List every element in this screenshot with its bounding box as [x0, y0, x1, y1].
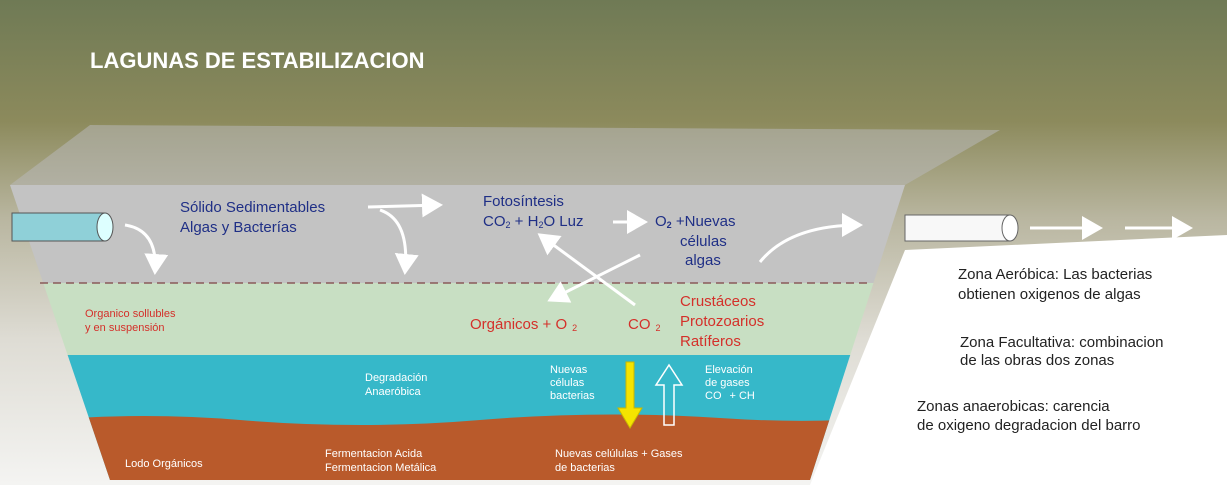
inlet-pipe — [12, 213, 105, 241]
label: Ratíferos — [680, 333, 741, 350]
label: de gases — [705, 377, 750, 389]
text-part: 2 — [656, 323, 661, 333]
text-part: +Nuevas — [672, 213, 736, 230]
formula: CO2 + H2O Luz — [483, 213, 584, 230]
label: Sólido Sedimentables — [180, 199, 325, 216]
label: Crustáceos — [680, 293, 756, 310]
label: Nuevas celúlulas + Gases — [555, 448, 683, 460]
legend-text: obtienen oxigenos de algas — [958, 286, 1141, 303]
label: de bacterias — [555, 462, 615, 474]
label: Nuevas — [550, 364, 588, 376]
sludge-zone — [0, 412, 920, 485]
text-part: O — [655, 213, 667, 230]
label: CO + CH — [705, 390, 755, 402]
legend-text: de oxigeno degradacion del barro — [917, 417, 1141, 434]
label: Elevación — [705, 364, 753, 376]
legend-text: de las obras dos zonas — [960, 352, 1114, 369]
legend-text: Zona Facultativa: combinacion — [960, 334, 1163, 351]
label: Fotosíntesis — [483, 193, 564, 210]
text-part: Orgánicos + O — [470, 316, 567, 333]
label: Fermentacion Acida — [325, 448, 423, 460]
label: Fermentacion Metálica — [325, 462, 437, 474]
label: Algas y Bacterías — [180, 219, 297, 236]
text-part: 2 — [572, 323, 577, 333]
label: bacterias — [550, 390, 595, 402]
arrow — [368, 205, 440, 207]
water-surface — [10, 125, 1000, 185]
outlet-pipe — [905, 215, 1010, 241]
inlet-pipe-end — [97, 213, 113, 241]
label: Lodo Orgánicos — [125, 458, 203, 470]
text-part: + H — [511, 213, 539, 230]
legend-text: Zonas anaerobicas: carencia — [917, 398, 1110, 415]
label: células — [680, 233, 727, 250]
aerobic-zone — [0, 185, 920, 283]
text-part: CO — [628, 316, 651, 333]
text-part: CO — [483, 213, 506, 230]
text-part: + CH — [730, 390, 755, 402]
diagram: LAGUNAS DE ESTABILIZACION Sólido Sedimen… — [0, 0, 1227, 485]
label: y en suspensión — [85, 322, 165, 334]
outlet-pipe-end — [1002, 215, 1018, 241]
label: Degradación — [365, 372, 427, 384]
text-part: O Luz — [543, 213, 583, 230]
legend-text: Zona Aeróbica: Las bacterias — [958, 266, 1152, 283]
label: Protozoarios — [680, 313, 764, 330]
label: células — [550, 377, 585, 389]
title: LAGUNAS DE ESTABILIZACION — [90, 48, 424, 73]
label: Anaeróbica — [365, 386, 422, 398]
text-part: CO — [705, 390, 722, 402]
label: Organico sollubles — [85, 308, 176, 320]
label: algas — [685, 252, 721, 269]
formula: Orgánicos + O 2 — [470, 316, 577, 333]
